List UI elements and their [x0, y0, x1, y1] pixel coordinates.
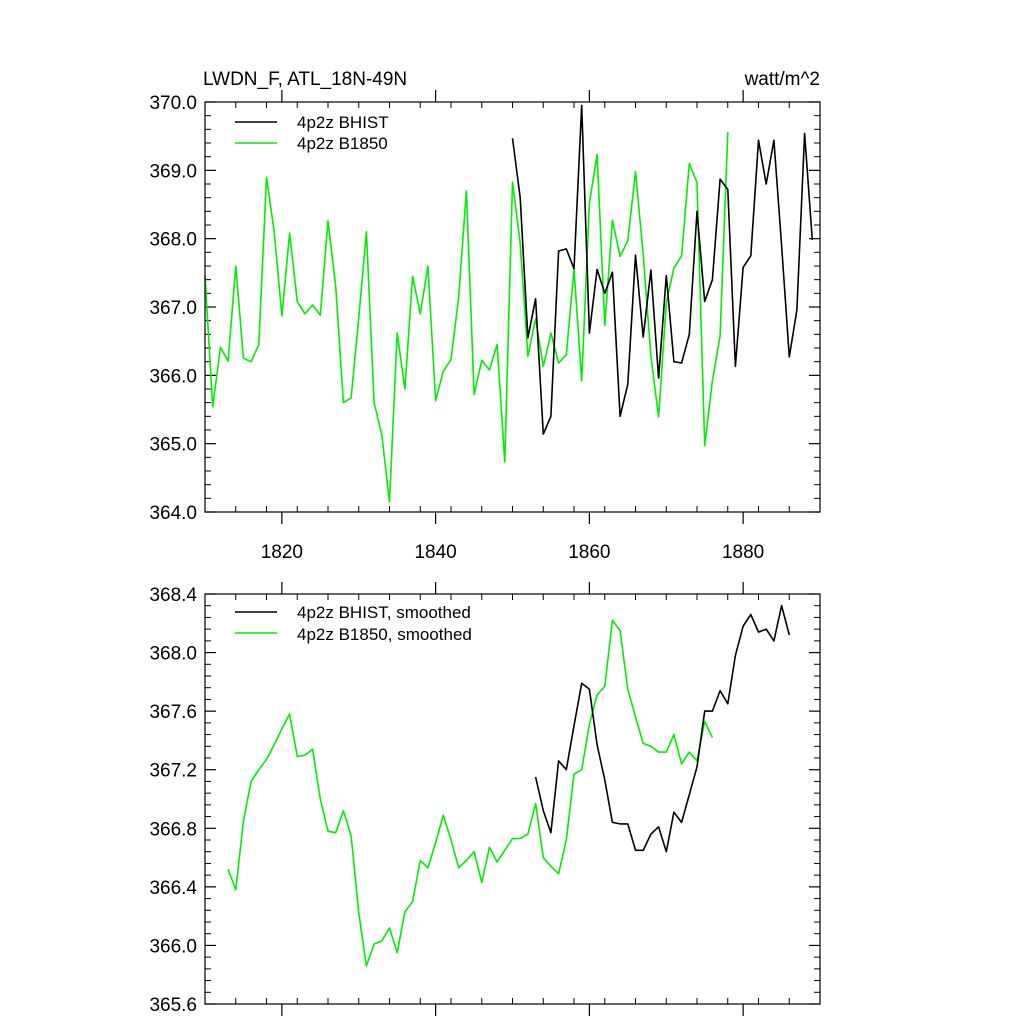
top-chart-ticks: 364.0 365.0 366.0 367.0 368.0 369.0 370.0 1820 1…	[149, 90, 821, 563]
top-chart-frame	[204, 101, 821, 513]
series-line-0	[534, 604, 791, 853]
y-tick-label: 364.0	[149, 503, 197, 524]
y-tick-label: 366.8	[149, 819, 197, 840]
y-tick-label: 369.0	[149, 161, 197, 182]
top-chart-units: watt/m^2	[744, 69, 820, 90]
legend-label-b1850: 4p2z B1850	[297, 134, 388, 153]
legend-label-bhist-smoothed: 4p2z BHIST, smoothed	[297, 603, 471, 622]
y-tick-label: 368.4	[149, 585, 197, 606]
y-tick-label: 368.0	[149, 230, 197, 251]
bottom-chart-panel: 365.6 366.0 366.4 366.8 367.2 367.6 368.0 368.4…	[149, 582, 821, 1016]
legend-label-b1850-smoothed: 4p2z B1850, smoothed	[297, 625, 472, 644]
legend-label-bhist: 4p2z BHIST	[297, 113, 389, 132]
y-tick-label: 366.4	[149, 878, 197, 899]
y-tick-label: 368.0	[149, 644, 197, 665]
series-line-1	[227, 619, 714, 967]
x-tick-label: 1860	[568, 542, 610, 563]
y-tick-label: 366.0	[149, 936, 197, 957]
y-tick-label: 367.6	[149, 702, 197, 723]
y-tick-label: 367.0	[149, 298, 197, 319]
y-tick-label: 365.6	[149, 995, 197, 1016]
y-tick-label: 367.2	[149, 761, 197, 782]
x-tick-label: 1840	[414, 542, 456, 563]
bottom-chart-legend: 4p2z BHIST, smoothed 4p2z B1850, smoothe…	[235, 603, 472, 644]
series-line-1	[204, 132, 729, 503]
top-chart-series	[204, 104, 814, 503]
top-chart-title: LWDN_F, ATL_18N-49N	[203, 69, 407, 90]
bottom-chart-frame	[204, 593, 821, 1005]
top-chart-panel: LWDN_F, ATL_18N-49N watt/m^2 364.0365.03…	[149, 69, 821, 563]
y-tick-label: 370.0	[149, 93, 197, 114]
top-chart-legend: 4p2z BHIST 4p2z B1850	[235, 113, 389, 153]
bottom-chart-series	[227, 604, 791, 967]
y-tick-label: 365.0	[149, 435, 197, 456]
series-line-0	[511, 104, 814, 435]
x-tick-label: 1820	[261, 542, 303, 563]
x-tick-label: 1880	[722, 542, 764, 563]
y-tick-label: 366.0	[149, 366, 197, 387]
bottom-chart-ticks: 365.6 366.0 366.4 366.8 367.2 367.6 368.0 368.4	[149, 582, 821, 1016]
